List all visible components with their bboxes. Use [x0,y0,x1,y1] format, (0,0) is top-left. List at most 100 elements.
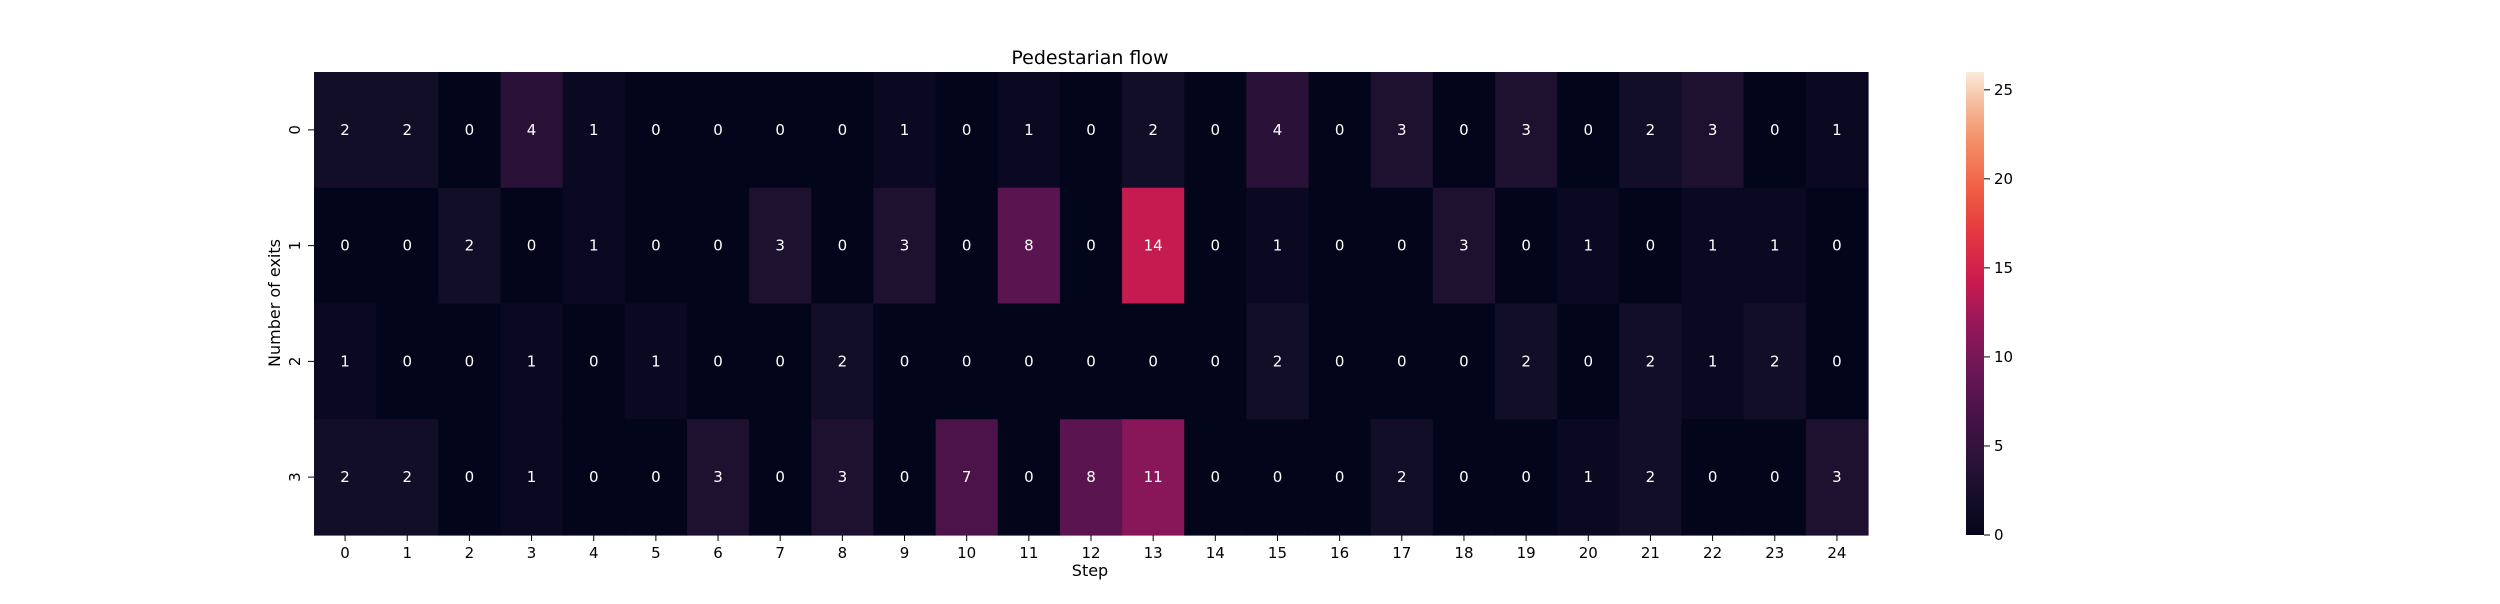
heatmap-cell [1557,72,1620,189]
cell-value-label: 3 [1521,121,1531,139]
x-tick-label: 11 [1019,544,1038,562]
heatmap-cell [1184,303,1247,420]
heatmap-cell [997,72,1061,189]
heatmap-cell [1370,72,1434,189]
cell-value-label: 0 [1584,121,1594,139]
chart-title: Pedestarian flow [1011,47,1168,69]
cell-value-label: 1 [589,121,599,139]
cell-value-label: 0 [1086,352,1096,370]
x-axis-label: Step [1072,561,1108,580]
heatmap-cell [376,187,439,305]
cell-value-label: 3 [1832,468,1842,486]
colorbar-tick-label: 25 [1994,81,2013,99]
cell-value-label: 0 [651,237,661,255]
cell-value-label: 1 [1273,237,1283,255]
colorbar-tick-label: 5 [1994,437,2004,455]
cell-value-label: 4 [527,121,537,139]
heatmap-cell [1122,187,1185,305]
heatmap-cell [1059,419,1123,536]
heatmap-cell [935,187,999,305]
cell-value-label: 0 [775,468,785,486]
heatmap-cell [314,419,377,536]
heatmap-cell [1557,419,1620,536]
heatmap-cell [686,303,750,420]
cell-value-label: 1 [340,352,350,370]
cell-value-label: 3 [1708,121,1718,139]
heatmap-cell [624,419,688,536]
heatmap-cell [1432,187,1496,305]
heatmap-cell [1184,187,1247,305]
cell-value-label: 0 [1211,121,1221,139]
cell-value-label: 1 [589,237,599,255]
cell-value-label: 0 [1832,352,1842,370]
cell-value-label: 2 [1521,352,1531,370]
heatmap-cell [500,419,564,536]
cell-value-label: 0 [1211,468,1221,486]
heatmap-cell [562,72,626,189]
heatmap-cell [873,303,937,420]
heatmap-cell [686,419,750,536]
heatmap-cell [686,187,750,305]
cell-value-label: 0 [1273,468,1283,486]
cell-value-label: 0 [1521,237,1531,255]
cell-value-label: 0 [402,237,412,255]
y-tick-label: 3 [286,472,304,482]
heatmap-cell [624,187,688,305]
heatmap-cell [873,72,937,189]
heatmap-cell [749,419,812,536]
heatmap-cell [811,72,875,189]
heatmap-cell [1619,303,1683,420]
cell-value-label: 7 [962,468,972,486]
cell-value-label: 4 [1273,121,1283,139]
y-axis-label: Number of exits [265,239,284,367]
heatmap-cell [1246,72,1310,189]
heatmap-cells [314,72,1869,536]
cell-value-label: 1 [1024,121,1034,139]
heatmap-cell [1619,72,1683,189]
x-tick-label: 16 [1330,544,1349,562]
heatmap-cell [997,303,1061,420]
heatmap-cell [500,72,564,189]
x-tick-label: 23 [1765,544,1784,562]
cell-value-label: 1 [1584,468,1594,486]
cell-value-label: 0 [1148,352,1158,370]
cell-value-label: 0 [1024,468,1034,486]
x-tick-label: 5 [651,544,661,562]
cell-value-label: 0 [589,352,599,370]
heatmap-cell [1308,419,1372,536]
heatmap-cell [1681,187,1745,305]
heatmap-cell [997,419,1061,536]
heatmap-cell [749,72,812,189]
x-tick-label: 17 [1392,544,1411,562]
heatmap-cell [935,419,999,536]
heatmap-cell [1122,303,1185,420]
heatmap-cell [811,419,875,536]
cell-value-label: 0 [713,237,723,255]
cell-value-label: 8 [1024,237,1034,255]
cell-value-label: 0 [651,468,661,486]
heatmap-cell [1370,419,1434,536]
heatmap-cell [1805,303,1869,420]
cell-value-label: 0 [775,352,785,370]
y-tick-label: 1 [286,241,304,251]
cell-value-label: 2 [402,468,412,486]
heatmap-cell [1184,419,1247,536]
heatmap-cell [811,187,875,305]
heatmap-cell [749,187,812,305]
cell-value-label: 0 [900,352,910,370]
cell-value-label: 0 [1521,468,1531,486]
cell-value-label: 0 [1832,237,1842,255]
cell-value-label: 0 [589,468,599,486]
heatmap-cell [562,303,626,420]
heatmap-cell [562,187,626,305]
heatmap-cell [686,72,750,189]
cell-value-label: 0 [1024,352,1034,370]
cell-value-label: 0 [1770,121,1780,139]
cell-value-label: 0 [402,352,412,370]
cell-value-label: 8 [1086,468,1096,486]
cell-value-label: 14 [1144,237,1163,255]
x-tick-label: 14 [1206,544,1225,562]
cell-value-label: 0 [465,121,475,139]
heatmap-cell [1122,72,1185,189]
